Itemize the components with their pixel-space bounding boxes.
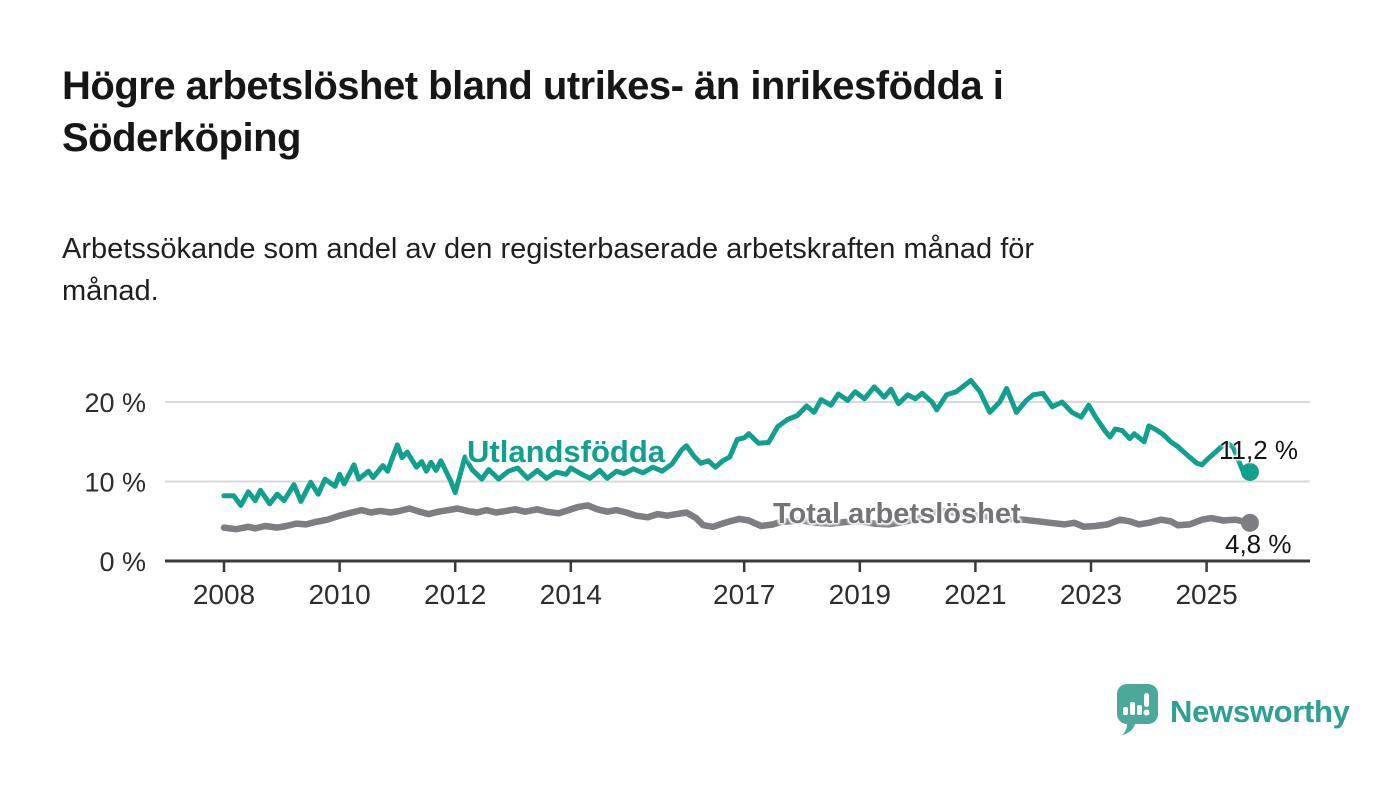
x-tick-label-2014: 2014 xyxy=(540,579,602,610)
series-end-dot-total xyxy=(1240,513,1259,532)
chart-subtitle: Arbetssökande som andel av den registerb… xyxy=(62,233,1035,308)
end-value-label-utlandsfodda: 11,2 % xyxy=(1219,435,1299,465)
series-end-dot-utlandsfodda xyxy=(1240,462,1259,481)
x-tick-label-2021: 2021 xyxy=(944,579,1006,610)
series-line-utlandsfodda xyxy=(221,378,1253,508)
x-tick-label-2025: 2025 xyxy=(1175,579,1237,610)
logo-bar-1 xyxy=(1123,707,1128,715)
newsworthy-logo-text: Newsworthy xyxy=(1170,693,1350,729)
x-tick-label-2012: 2012 xyxy=(424,579,486,610)
x-tick-label-2008: 2008 xyxy=(193,579,255,610)
logo-exclamation-bar xyxy=(1144,693,1149,707)
y-tick-label-10: 10 % xyxy=(84,468,146,498)
x-tick-label-2019: 2019 xyxy=(829,579,891,610)
logo-exclamation-dot xyxy=(1143,709,1150,716)
logo-bar-3 xyxy=(1137,705,1142,715)
series-label-total-arbetsloshet: Total arbetslöshet xyxy=(773,498,1021,530)
x-tick-label-2023: 2023 xyxy=(1060,579,1122,610)
page-title: Högre arbetslöshet bland utrikes- än inr… xyxy=(62,64,1004,160)
newsworthy-logo-icon xyxy=(1117,684,1158,735)
x-tick-label-2017: 2017 xyxy=(713,579,775,610)
y-tick-label-0: 0 % xyxy=(99,547,146,577)
series-line-total xyxy=(220,502,1254,533)
logo-bar-2 xyxy=(1130,702,1135,715)
end-value-label-total: 4,8 % xyxy=(1225,529,1292,559)
series-label-utlandsfodda: Utlandsfödda xyxy=(467,434,666,469)
newsworthy-logo: Newsworthy xyxy=(1114,684,1350,739)
x-tick-label-2010: 2010 xyxy=(308,579,370,610)
y-tick-label-20: 20 % xyxy=(84,388,146,418)
